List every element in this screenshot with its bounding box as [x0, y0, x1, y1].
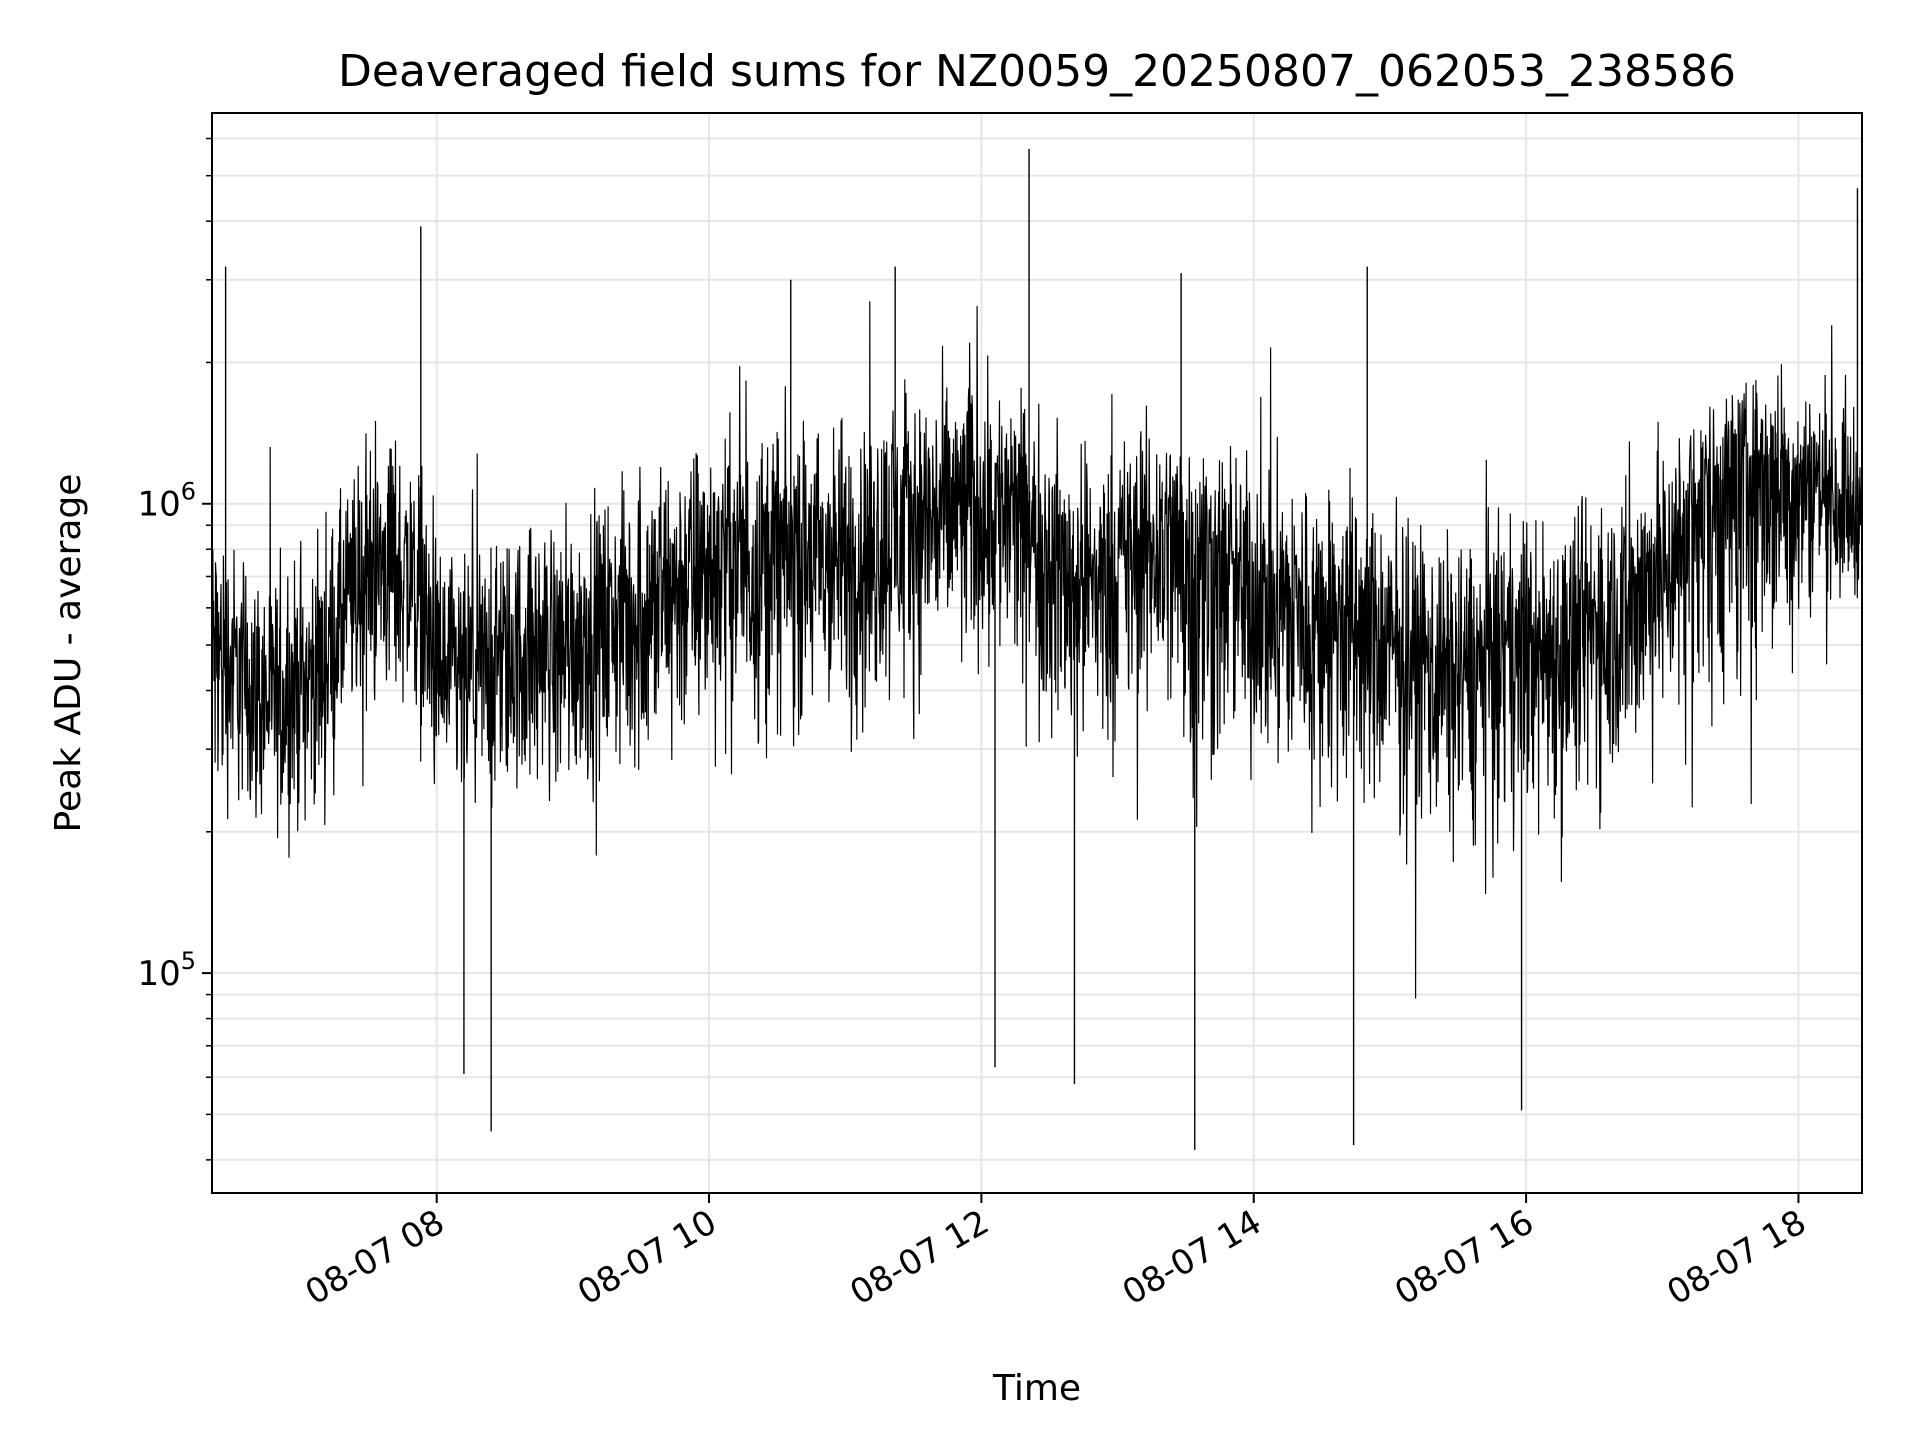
plot-frame	[211, 112, 1863, 1194]
y-axis-label: Peak ADU - average	[48, 474, 89, 833]
series-line	[212, 301, 1862, 999]
chart-title: Deaveraged field sums for NZ0059_2025080…	[338, 46, 1736, 97]
series-layer	[212, 148, 1862, 1150]
x-axis-label: Time	[992, 1368, 1081, 1409]
y-tick-label: 105	[137, 947, 196, 994]
y-tick-label: 106	[137, 478, 196, 525]
